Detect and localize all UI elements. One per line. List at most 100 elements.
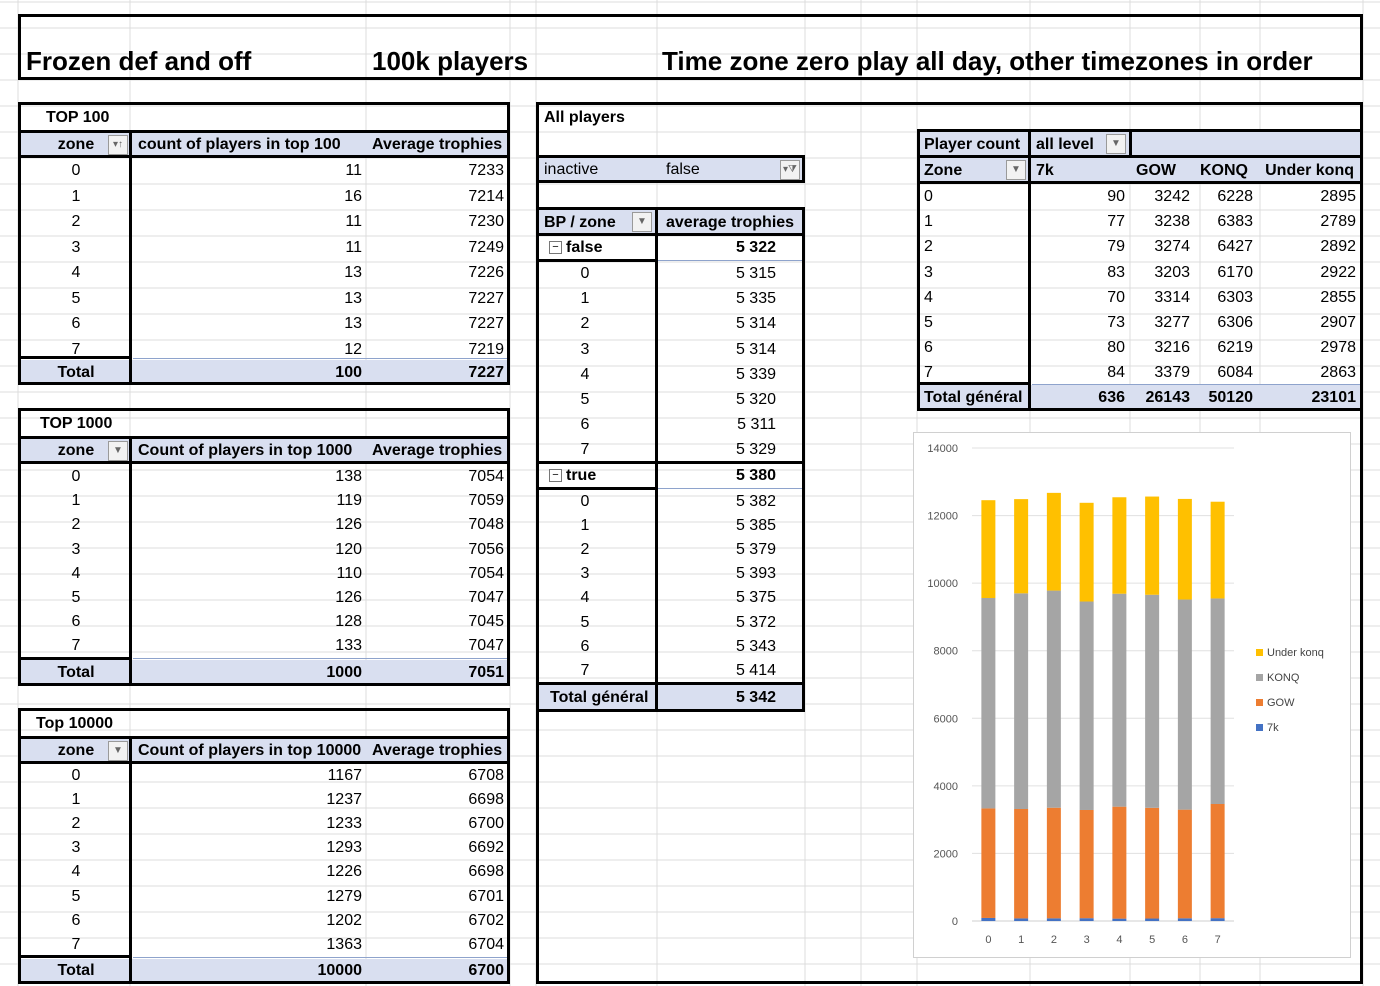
avg-cell: 6701: [468, 887, 504, 905]
zone-cell: 3: [71, 238, 81, 256]
allplayers-title: All players: [544, 109, 625, 126]
bar-segment: [1046, 918, 1061, 921]
zone-cell: 0: [580, 265, 590, 282]
zone-cell: 6: [71, 315, 81, 332]
top10000-col-count: Count of players in top 10000: [138, 742, 362, 759]
allplayers-total-avg: 5 342: [735, 689, 776, 706]
count-cell: 16: [344, 187, 362, 205]
avg-cell: 6708: [468, 767, 504, 784]
zone-cell: 0: [71, 468, 81, 485]
bar-segment: [1177, 809, 1192, 919]
zone-cell: 1: [580, 290, 590, 308]
x-tick-label: 7: [1215, 934, 1221, 946]
konq-cell: 6306: [1217, 314, 1253, 331]
playercount-col-under: Under konq: [1265, 162, 1354, 179]
playercount-total-gow: 26143: [1145, 389, 1191, 406]
zone-cell: 4: [71, 564, 81, 582]
x-tick-label: 6: [1182, 934, 1188, 946]
avg-cell: 5 335: [735, 290, 776, 308]
chart-canvas: 0 2000 4000 6000 8000 10000 12000 14000 0 1 2 3 4 5 6 7…: [927, 443, 1323, 946]
top1000-col-count: Count of players in top 1000: [138, 442, 353, 459]
y-tick-label: 6000: [934, 713, 958, 725]
x-tick-label: 3: [1084, 934, 1090, 946]
zone-cell: 5: [580, 613, 590, 631]
bar-segment: [1014, 499, 1029, 594]
bar-segment: [981, 598, 996, 809]
zone-cell: 4: [580, 365, 590, 383]
bar-segment: [1177, 498, 1192, 600]
zone-cell: 3: [580, 565, 590, 583]
bar-segment: [1046, 590, 1061, 808]
zone-cell: 7: [580, 661, 590, 679]
top100-col-zone: zone: [57, 136, 95, 153]
konq-cell: 6303: [1217, 288, 1253, 306]
dropdown-arrow-icon[interactable]: ▼: [1006, 160, 1026, 180]
allplayers-total-label: Total général: [550, 689, 649, 706]
bar-segment: [1079, 502, 1094, 602]
x-tick-label: 4: [1116, 934, 1122, 946]
k7-cell: 77: [1107, 213, 1125, 231]
bar-segment: [981, 917, 996, 921]
bar-segment: [1079, 809, 1094, 919]
zone-cell: 2: [71, 213, 81, 230]
count-cell: 11: [345, 162, 362, 179]
sort-icon[interactable]: ▾↑: [108, 135, 128, 155]
dropdown-arrow-icon[interactable]: ▼: [1106, 134, 1126, 154]
stacked-bar-chart[interactable]: 0 2000 4000 6000 8000 10000 12000 14000 0 1 2 3 4 5 6 7…: [913, 432, 1351, 958]
bar-segment: [1210, 598, 1225, 805]
zone-cell: 6: [71, 613, 81, 631]
dropdown-arrow-icon[interactable]: ▼: [108, 441, 128, 461]
zone-cell: 7: [71, 935, 81, 953]
collapse-minus-icon[interactable]: −: [549, 241, 562, 254]
y-tick-label: 12000: [927, 511, 958, 523]
count-cell: 1167: [327, 767, 362, 784]
zone-cell: 5: [71, 289, 81, 307]
count-cell: 126: [335, 516, 362, 534]
count-cell: 120: [335, 540, 362, 558]
dropdown-arrow-icon[interactable]: ▼: [108, 741, 128, 761]
zone-cell: 3: [924, 263, 933, 281]
zone-cell: 3: [580, 340, 590, 358]
avg-cell: 6698: [468, 863, 504, 881]
gow-cell: 3203: [1154, 263, 1190, 281]
count-cell: 133: [335, 637, 362, 655]
under-cell: 2892: [1320, 238, 1356, 256]
avg-cell: 6700: [468, 815, 504, 833]
legend-swatch: [1256, 649, 1263, 656]
group-false-avg: 5 322: [735, 239, 776, 256]
konq-cell: 6170: [1217, 263, 1253, 281]
gow-cell: 3314: [1154, 288, 1190, 306]
bar-segment: [1210, 501, 1225, 599]
avg-cell: 6702: [468, 911, 504, 929]
avg-cell: 7227: [468, 315, 504, 332]
avg-cell: 7054: [468, 564, 504, 582]
zone-cell: 2: [580, 315, 590, 333]
playercount-col-zone: Zone: [924, 162, 963, 179]
top1000-col-avg: Average trophies: [372, 442, 503, 459]
zone-cell: 6: [924, 339, 933, 357]
zone-cell: 2: [71, 516, 81, 534]
count-cell: 1237: [326, 791, 362, 809]
zone-cell: 4: [71, 863, 81, 881]
legend-swatch: [1256, 674, 1263, 681]
bar-segment: [1112, 593, 1127, 807]
legend-swatch: [1256, 724, 1263, 731]
top10000-total-count: 10000: [317, 962, 363, 979]
collapse-minus-icon[interactable]: −: [549, 469, 562, 482]
top10000-col-zone: zone: [57, 742, 95, 759]
zone-cell: 1: [71, 492, 81, 510]
k7-cell: 90: [1107, 188, 1125, 205]
top1000-total-count: 1000: [326, 664, 362, 681]
avg-cell: 6698: [468, 791, 504, 809]
zone-cell: 1: [924, 213, 933, 231]
bar-segment: [1079, 918, 1094, 921]
bar-segment: [1145, 918, 1160, 921]
playercount-col-konq: KONQ: [1200, 162, 1248, 179]
playercount-filter-value[interactable]: all level: [1036, 136, 1094, 153]
filter-field-value[interactable]: false: [666, 161, 700, 178]
filter-icon[interactable]: ▾⧩: [780, 160, 800, 180]
konq-cell: 6219: [1217, 339, 1253, 357]
avg-cell: 5 329: [735, 441, 776, 459]
dropdown-arrow-icon[interactable]: ▼: [632, 212, 652, 232]
zone-cell: 0: [71, 767, 81, 784]
